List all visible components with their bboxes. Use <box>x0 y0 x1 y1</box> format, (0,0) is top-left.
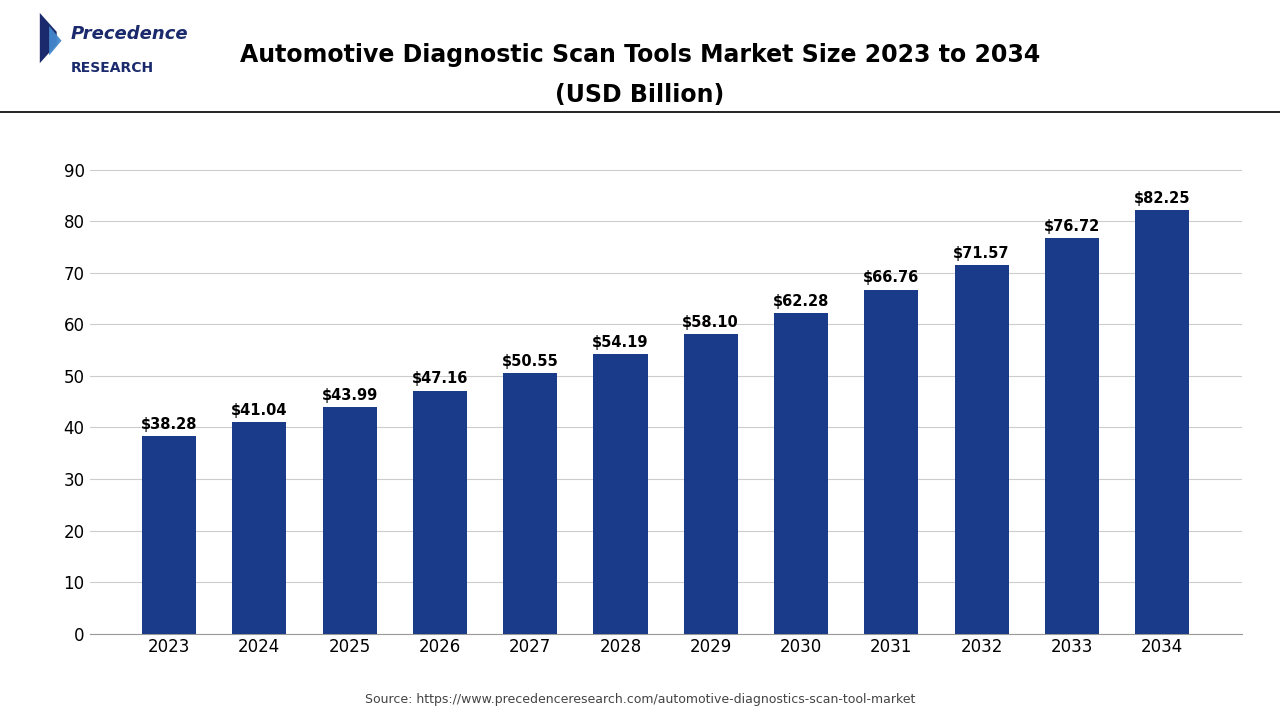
Bar <box>142 436 196 634</box>
Polygon shape <box>49 26 61 55</box>
Bar <box>1044 238 1100 634</box>
Text: $82.25: $82.25 <box>1134 191 1190 206</box>
Text: $76.72: $76.72 <box>1043 219 1100 234</box>
Bar <box>413 390 467 634</box>
Text: $54.19: $54.19 <box>593 336 649 350</box>
Bar <box>232 422 287 634</box>
Text: (USD Billion): (USD Billion) <box>556 83 724 107</box>
Text: $58.10: $58.10 <box>682 315 739 330</box>
Bar <box>864 289 918 634</box>
Polygon shape <box>40 13 56 63</box>
Bar <box>594 354 648 634</box>
Bar <box>684 334 737 634</box>
Text: Automotive Diagnostic Scan Tools Market Size 2023 to 2034: Automotive Diagnostic Scan Tools Market … <box>239 43 1041 67</box>
Text: Precedence: Precedence <box>70 25 188 43</box>
Text: RESEARCH: RESEARCH <box>70 61 154 75</box>
Bar <box>774 312 828 634</box>
Text: $71.57: $71.57 <box>954 246 1010 261</box>
Bar <box>1135 210 1189 634</box>
Text: $41.04: $41.04 <box>232 403 288 418</box>
Bar <box>955 265 1009 634</box>
Text: $43.99: $43.99 <box>321 388 378 402</box>
Text: $62.28: $62.28 <box>773 294 829 308</box>
Bar <box>503 373 557 634</box>
Text: $66.76: $66.76 <box>863 271 919 285</box>
Text: $47.16: $47.16 <box>412 372 468 387</box>
Bar <box>323 407 376 634</box>
Text: $38.28: $38.28 <box>141 417 197 432</box>
Text: $50.55: $50.55 <box>502 354 558 369</box>
Text: Source: https://www.precedenceresearch.com/automotive-diagnostics-scan-tool-mark: Source: https://www.precedenceresearch.c… <box>365 693 915 706</box>
